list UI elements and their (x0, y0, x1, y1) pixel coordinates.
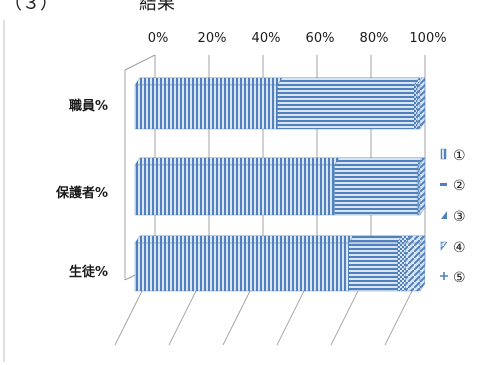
legend-label: ② (453, 178, 466, 194)
bar-top-face (277, 77, 420, 86)
bar-top-face (348, 235, 403, 244)
legend-item: ② (440, 178, 466, 194)
bar-segment (416, 164, 419, 216)
bar-end-face (419, 157, 425, 216)
bar-segment (397, 242, 406, 292)
legend: ① ② ③ ④ ⑤ (440, 148, 466, 286)
side-wall-top (124, 54, 156, 71)
legend-swatch (440, 241, 448, 251)
x-tick-label: 0% (148, 31, 169, 46)
bar-end-face (419, 77, 425, 130)
category-label: 職員% (69, 98, 108, 114)
x-tick-labels: 0% 20% 40% 60% 80% 100% (148, 31, 447, 46)
bar-segment (405, 242, 421, 292)
bar-segment (416, 84, 421, 130)
x-tick-label: 100% (409, 31, 446, 46)
x-tick-label: 80% (360, 31, 389, 46)
legend-label: ③ (453, 209, 466, 225)
legend-swatch (440, 272, 448, 280)
legend-label: ④ (453, 240, 466, 256)
legend-label: ⑤ (453, 270, 466, 286)
bar-segment (134, 164, 335, 216)
bar-end-face (419, 235, 425, 292)
legend-item: ④ (440, 240, 466, 256)
bar-top-face (134, 77, 283, 86)
bar-group-0 (134, 77, 426, 130)
x-tick-label: 40% (252, 31, 281, 46)
category-label: 保護者% (55, 185, 108, 201)
legend-label: ① (453, 148, 466, 164)
bar-segment (134, 84, 278, 130)
chart-heading: （３） 結果 (4, 0, 175, 14)
bar-group-1 (134, 157, 426, 216)
category-labels: 職員% 保護者% 生徒% (55, 98, 108, 280)
bar-segment (418, 164, 421, 216)
bar-top-face (134, 157, 340, 166)
bar-top-face (334, 157, 423, 166)
legend-swatch (440, 183, 447, 186)
category-label: 生徒% (69, 264, 108, 280)
bars (134, 77, 426, 292)
legend-swatch (441, 211, 447, 219)
legend-swatch (440, 148, 447, 160)
bar-group-2 (134, 235, 426, 292)
bar-segment (348, 242, 398, 292)
bar-segment (414, 84, 418, 130)
legend-item: ① (440, 148, 466, 164)
bar-segment (277, 84, 415, 130)
x-tick-label: 60% (306, 31, 335, 46)
bar-top-face (134, 235, 354, 244)
x-tick-label: 20% (198, 31, 227, 46)
legend-item: ⑤ (440, 270, 466, 286)
bar-segment (334, 164, 418, 216)
bar-segment (134, 242, 349, 292)
legend-item: ③ (441, 209, 466, 225)
